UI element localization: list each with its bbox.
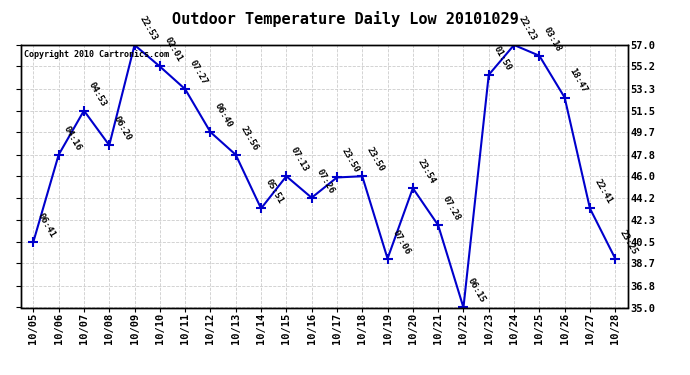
Text: 02:01: 02:01 [163,36,184,64]
Text: 06:15: 06:15 [466,277,487,305]
Text: 06:41: 06:41 [36,211,57,239]
Text: 07:27: 07:27 [188,58,209,86]
Text: 01:50: 01:50 [491,44,513,72]
Text: Outdoor Temperature Daily Low 20101029: Outdoor Temperature Daily Low 20101029 [172,11,518,27]
Text: 04:53: 04:53 [87,80,108,108]
Text: 18:47: 18:47 [567,67,589,95]
Text: 06:20: 06:20 [112,115,133,142]
Text: 22:53: 22:53 [137,15,159,42]
Text: 07:13: 07:13 [289,146,311,174]
Text: 23:25: 23:25 [618,228,639,256]
Text: 07:28: 07:28 [441,195,462,222]
Text: Copyright 2010 Cartronics.com: Copyright 2010 Cartronics.com [23,50,169,59]
Text: 23:50: 23:50 [365,146,386,174]
Text: 04:16: 04:16 [61,124,83,152]
Text: 22:23: 22:23 [517,15,538,42]
Text: 23:50: 23:50 [339,147,361,175]
Text: 22:41: 22:41 [593,178,614,206]
Text: 03:18: 03:18 [542,25,563,53]
Text: 23:54: 23:54 [415,158,437,185]
Text: 07:26: 07:26 [315,167,335,195]
Text: 23:56: 23:56 [239,124,259,152]
Text: 05:51: 05:51 [264,178,285,206]
Text: 06:40: 06:40 [213,102,235,129]
Text: 07:06: 07:06 [391,228,411,256]
